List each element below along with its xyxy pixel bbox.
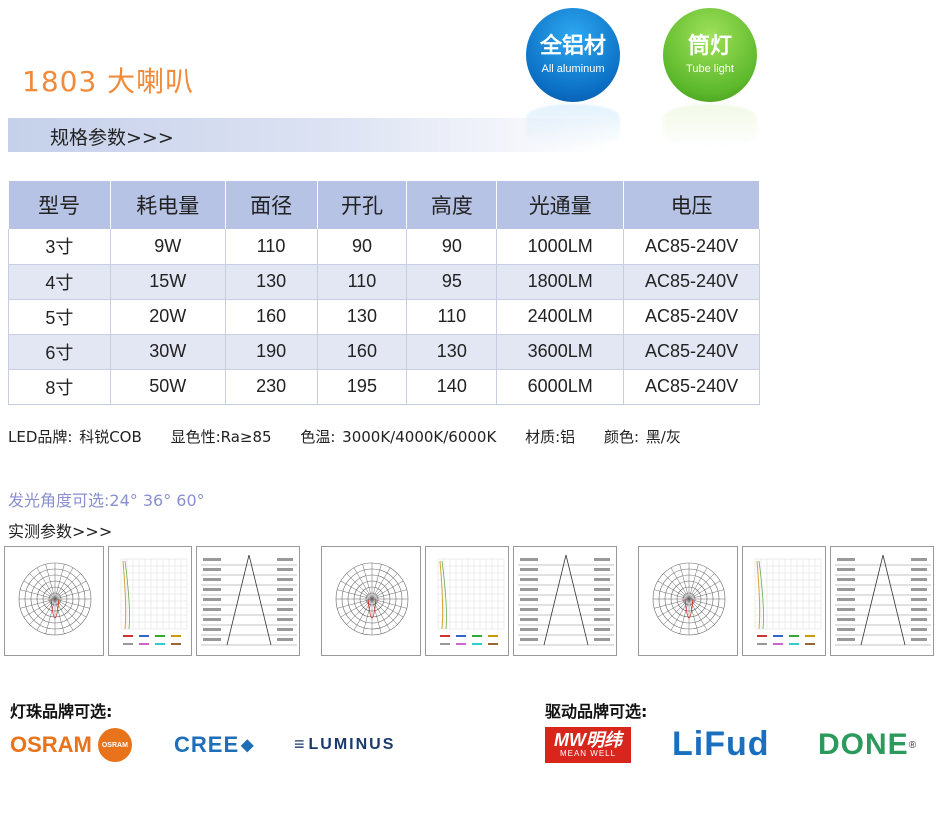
table-cell: 6寸	[8, 334, 111, 370]
badge-type-sub: Tube light	[686, 63, 734, 75]
done-logo: DONE ®	[818, 728, 917, 762]
beam-angle-options: 发光角度可选:24° 36° 60°	[8, 491, 205, 510]
product-title: 1803 大喇叭	[22, 65, 195, 98]
table-row: 4寸 15W 130 110 95 1800LM AC85-240V	[8, 264, 760, 300]
beam-cone-diagram	[513, 546, 617, 656]
spec-heading-bar: 规格参数>>>	[8, 118, 608, 152]
column-header: 开孔	[317, 181, 408, 229]
badge-tube-light: 筒灯 Tube light	[663, 8, 757, 102]
table-cell: 190	[225, 334, 318, 370]
color-info: 颜色: 黑/灰	[603, 428, 681, 446]
badge-type-label: 筒灯	[687, 34, 732, 59]
badge-all-aluminum: 全铝材 All aluminum	[526, 8, 620, 102]
table-cell: 110	[225, 229, 318, 265]
led-brand-info: LED品牌: 科锐COB	[8, 428, 142, 446]
table-row: 8寸 50W 230 195 140 6000LM AC85-240V	[8, 369, 760, 405]
table-cell: 3寸	[8, 229, 111, 265]
isolux-diagram	[425, 546, 509, 656]
table-cell: 1000LM	[496, 229, 625, 265]
table-cell: 90	[317, 229, 408, 265]
material-info: 材质:铝	[525, 428, 576, 446]
table-cell: AC85-240V	[623, 299, 760, 335]
osram-logo: OSRAM OSRAM	[10, 728, 132, 762]
table-cell: 95	[406, 264, 498, 300]
table-cell: 3600LM	[496, 334, 625, 370]
table-cell: 130	[225, 264, 318, 300]
table-cell: 110	[406, 299, 498, 335]
table-cell: 5寸	[8, 299, 111, 335]
table-cell: AC85-240V	[623, 229, 760, 265]
table-cell: 160	[225, 299, 318, 335]
badge-material-sub: All aluminum	[541, 63, 605, 75]
lifud-logo: LiFud	[672, 725, 770, 764]
column-header: 面径	[225, 181, 318, 229]
driver-brand-label: 驱动品牌可选:	[545, 702, 648, 721]
lifud-wordmark: LiFud	[672, 725, 770, 763]
table-cell: 195	[317, 369, 408, 405]
table-cell: 50W	[110, 369, 226, 405]
led-brand-label: 灯珠品牌可选:	[10, 702, 113, 721]
column-header: 高度	[406, 181, 498, 229]
table-cell: 15W	[110, 264, 226, 300]
table-cell: 140	[406, 369, 498, 405]
table-cell: 130	[406, 334, 498, 370]
beam-cone-diagram	[196, 546, 300, 656]
table-cell: 8寸	[8, 369, 111, 405]
luminus-wordmark: LUMINUS	[308, 735, 396, 753]
table-cell: 160	[317, 334, 408, 370]
isolux-diagram	[108, 546, 192, 656]
product-info-line: LED品牌: 科锐COB 显色性:Ra≥85 色温: 3000K/4000K/6…	[8, 426, 703, 447]
badge-material-label: 全铝材	[539, 34, 606, 59]
measure-heading: 实测参数>>>	[8, 522, 113, 541]
meanwell-logo: MW明纬 MEAN WELL	[545, 727, 631, 763]
isolux-diagram	[742, 546, 826, 656]
table-cell: AC85-240V	[623, 369, 760, 405]
column-header: 型号	[8, 181, 111, 229]
table-cell: 9W	[110, 229, 226, 265]
table-cell: 6000LM	[496, 369, 625, 405]
table-cell: 30W	[110, 334, 226, 370]
meanwell-wordmark: MW明纬	[554, 730, 622, 750]
cree-chevron-icon: ◆	[241, 737, 255, 754]
cree-logo: CREE ◆	[174, 732, 254, 758]
registered-mark-icon: ®	[908, 739, 918, 751]
table-row: 6寸 30W 190 160 130 3600LM AC85-240V	[8, 334, 760, 370]
luminus-swoosh-icon: ≡	[294, 734, 305, 754]
table-cell: AC85-240V	[623, 264, 760, 300]
table-cell: 90	[406, 229, 498, 265]
table-cell: 130	[317, 299, 408, 335]
polar-distribution-diagram	[638, 546, 738, 656]
luminus-logo: ≡ LUMINUS	[294, 734, 395, 755]
cct-info: 色温: 3000K/4000K/6000K	[300, 428, 497, 446]
cri-info: 显色性:Ra≥85	[170, 428, 272, 446]
beam-cone-diagram	[830, 546, 934, 656]
osram-bulb-icon: OSRAM	[97, 728, 132, 762]
table-cell: 110	[317, 264, 408, 300]
polar-distribution-diagram	[321, 546, 421, 656]
column-header: 电压	[623, 181, 760, 229]
spec-heading: 规格参数>>>	[50, 127, 174, 149]
osram-wordmark: OSRAM	[10, 732, 92, 757]
table-cell: 4寸	[8, 264, 111, 300]
table-header-row: 型号 耗电量 面径 开孔 高度 光通量 电压	[8, 181, 760, 229]
cree-wordmark: CREE	[174, 732, 240, 757]
table-cell: 1800LM	[496, 264, 625, 300]
column-header: 耗电量	[110, 181, 226, 229]
table-cell: 20W	[110, 299, 226, 335]
table-cell: AC85-240V	[623, 334, 760, 370]
badge-reflection	[663, 104, 757, 148]
meanwell-subtitle: MEAN WELL	[559, 749, 617, 758]
table-cell: 230	[225, 369, 318, 405]
table-cell: 2400LM	[496, 299, 625, 335]
spec-table: 型号 耗电量 面径 开孔 高度 光通量 电压 3寸 9W 110 90 90 1…	[8, 181, 760, 405]
table-row: 5寸 20W 160 130 110 2400LM AC85-240V	[8, 299, 760, 335]
column-header: 光通量	[496, 181, 625, 229]
table-row: 3寸 9W 110 90 90 1000LM AC85-240V	[8, 229, 760, 265]
polar-distribution-diagram	[4, 546, 104, 656]
done-wordmark: DONE	[818, 728, 909, 761]
